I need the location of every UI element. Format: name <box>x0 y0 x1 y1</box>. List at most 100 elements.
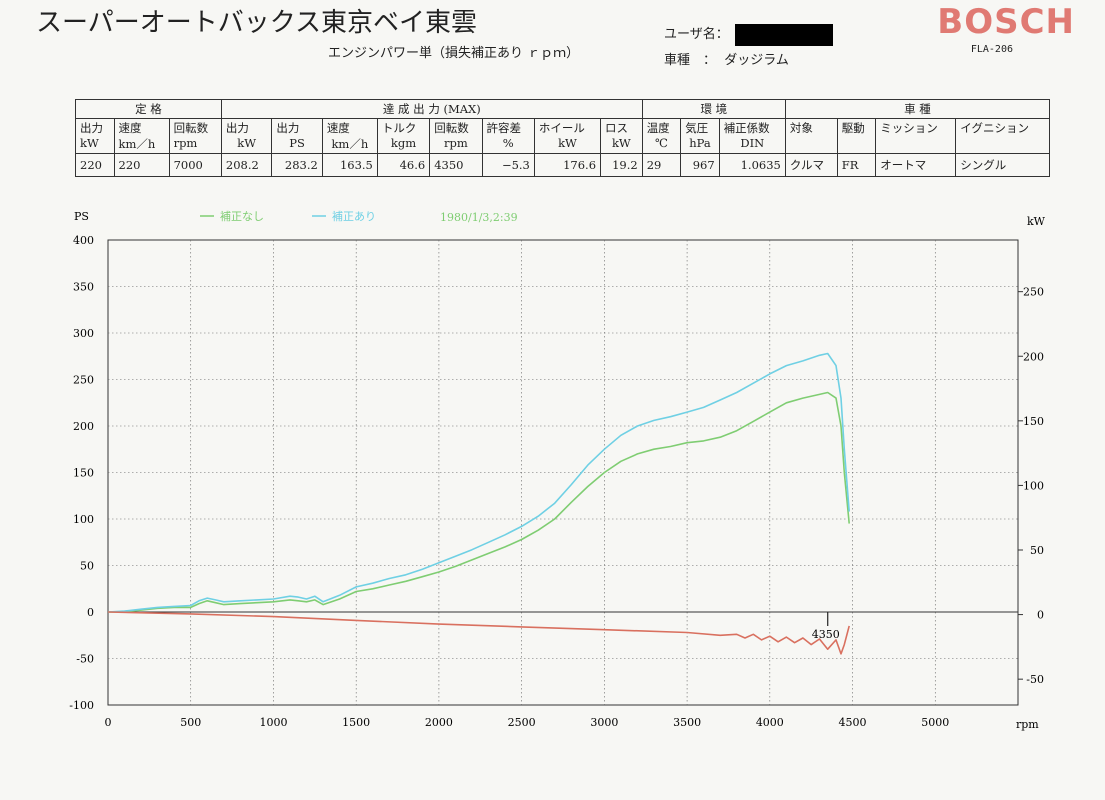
spec-header-label: 出力 <box>225 121 249 135</box>
vehicle-value: ダッジラム <box>724 53 789 68</box>
y-tick-label-left: 0 <box>87 606 94 619</box>
y-tick-label-left: 350 <box>73 281 94 294</box>
y-tick-label-left: -100 <box>69 699 94 712</box>
spec-value-cell: 208.2 <box>220 153 273 177</box>
spec-header-cell: イグニション <box>955 118 1050 154</box>
series-line-0 <box>108 391 850 613</box>
y-tick-label-right: 50 <box>1030 544 1044 557</box>
spec-value-cell: 163.5 <box>321 153 378 177</box>
spec-header-unit: kW <box>237 136 257 150</box>
user-label: ユーザ名： <box>664 27 729 42</box>
spec-header-cell: 回転数 rpm <box>429 118 483 154</box>
spec-header-unit: % <box>502 136 514 150</box>
x-axis-label: rpm <box>1016 718 1039 731</box>
spec-header-cell: 回転数 rpm <box>168 118 222 154</box>
chart-lines <box>107 352 850 655</box>
spec-header-cell: トルク kgm <box>376 118 431 154</box>
spec-header-label: 速度 <box>326 121 350 135</box>
spec-header-label: 速度 <box>118 121 142 135</box>
spec-header-cell: 温度 ℃ <box>641 118 682 154</box>
user-redacted <box>734 23 833 46</box>
spec-value-cell: FR <box>836 153 877 177</box>
spec-group-row: 定 格 達 成 出 力 (MAX) 環 境 車 種 <box>75 99 1051 119</box>
spec-header-cell: ホイール kW <box>533 118 602 154</box>
spec-value-cell: 220 <box>75 153 115 177</box>
spec-header-cell: 出力 kW <box>220 118 273 154</box>
x-tick-label: 3000 <box>590 716 618 729</box>
group-rated: 定 格 <box>75 99 222 119</box>
spec-value-cell: −5.3 <box>481 153 535 177</box>
spec-value-cell: 19.2 <box>600 153 643 177</box>
y-tick-label-left: 400 <box>73 234 94 247</box>
spec-header-unit: PS <box>289 136 305 150</box>
x-tick-label: 4000 <box>756 716 784 729</box>
legend-uncorrected: 補正なし <box>220 210 264 223</box>
x-tick-label: 2500 <box>508 716 536 729</box>
y-tick-label-right: -50 <box>1026 673 1044 686</box>
x-tick-label: 0 <box>105 716 112 729</box>
spec-header-unit: kW <box>611 136 631 150</box>
spec-value-cell: 29 <box>641 153 682 177</box>
spec-header-label: ホイール <box>538 121 585 135</box>
y-tick-label-left: -50 <box>76 653 94 666</box>
spec-value-cell: 220 <box>113 153 170 177</box>
spec-header-label: 気圧 <box>685 121 709 135</box>
x-tick-label: 1000 <box>259 716 287 729</box>
x-tick-label: 500 <box>180 716 201 729</box>
spec-header-label: 回転数 <box>434 121 469 135</box>
spec-header-cell: 補正係数 DIN <box>718 118 786 154</box>
spec-header-cell: 気圧 hPa <box>680 118 720 154</box>
spec-header-unit: km／h <box>331 137 369 151</box>
spec-value-cell: 176.6 <box>533 153 602 177</box>
spec-header-cell: 速度 km／h <box>321 118 378 154</box>
y-tick-label-left: 200 <box>73 420 94 433</box>
y-tick-label-right: 250 <box>1023 286 1044 299</box>
spec-value-cell: 7000 <box>168 153 222 177</box>
spec-header-label: トルク <box>381 121 417 135</box>
spec-header-label: 出力 <box>276 121 300 135</box>
x-tick-label: 3500 <box>673 716 701 729</box>
spec-header-unit: km／h <box>118 137 156 151</box>
spec-header-row: 出力 kW 速度 km／h 回転数 rpm 出力 kW 出力 PS 速度 km／h トルク kgm 回転数 r… <box>75 118 1050 154</box>
spec-header-cell: 速度 km／h <box>113 118 170 154</box>
spec-header-unit: kW <box>80 136 99 150</box>
spec-header-cell: ロス kW <box>600 118 643 154</box>
spec-value-row: 220 220 7000 208.2 283.2 163.5 46.6 4350 −5.3 176… <box>75 153 1050 177</box>
y-tick-label-left: 150 <box>73 467 94 480</box>
spec-value-cell: 4350 <box>429 153 483 177</box>
spec-header-label: 許容差 <box>486 121 522 135</box>
y-tick-label-right: 100 <box>1023 479 1044 492</box>
spec-header-label: 駆動 <box>841 121 865 135</box>
page-title: スーパーオートバックス東京ベイ東雲 <box>36 8 477 38</box>
power-chart: 0 500 1000 1500 2000 2500 3000 3500 4000 4500 5000… <box>69 210 1046 731</box>
spec-header-cell: 駆動 <box>836 118 877 154</box>
spec-header-unit: kW <box>558 136 577 150</box>
spec-header-label: ロス <box>605 121 629 135</box>
series-line-1 <box>107 352 850 613</box>
spec-header-cell: 出力 PS <box>271 118 323 154</box>
x-tick-label: 2000 <box>425 716 453 729</box>
spec-header-label: 対象 <box>789 121 813 135</box>
legend-corrected: 補正あり <box>332 210 376 223</box>
spec-table: 定 格 達 成 出 力 (MAX) 環 境 車 種 出力 kW 速度 km／h 回転数 r… <box>75 99 1051 177</box>
y-tick-label-right: 150 <box>1023 415 1044 428</box>
spec-header-cell: ミッション <box>875 118 957 154</box>
spec-header-label: ミッション <box>880 121 938 135</box>
spec-header-unit: rpm <box>444 136 468 150</box>
y-axis-left-label: PS <box>74 210 89 223</box>
y-axis-right-label: kW <box>1027 215 1046 228</box>
group-env: 環 境 <box>641 99 786 119</box>
x-tick-label: 4500 <box>839 716 867 729</box>
group-achieved: 達 成 出 力 (MAX) <box>220 99 643 119</box>
spec-value-cell: 1.0635 <box>718 153 786 177</box>
spec-header-label: 回転数 <box>173 121 209 135</box>
spec-header-label: 補正係数 <box>723 121 770 135</box>
spec-header-unit: DIN <box>740 136 765 150</box>
brand-logo: BOSCH <box>937 2 1075 42</box>
y-tick-label-left: 100 <box>73 513 94 526</box>
spec-value-cell: 967 <box>680 153 720 177</box>
y-tick-label-right: 200 <box>1023 350 1044 363</box>
user-block: ユーザ名： 車種 ： ダッジラム <box>664 22 833 74</box>
spec-header-label: イグニション <box>960 121 1030 135</box>
spec-header-cell: 出力 kW <box>75 118 115 154</box>
